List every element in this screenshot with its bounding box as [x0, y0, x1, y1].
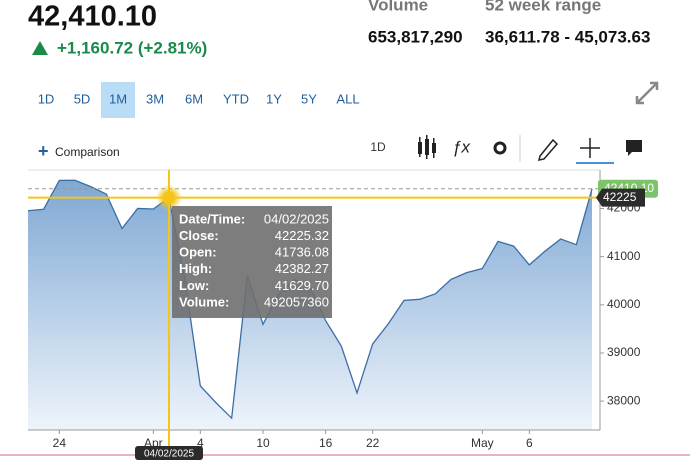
crosshair-date: 04/02/2025: [144, 449, 194, 460]
range-button[interactable]: 6M: [185, 91, 203, 106]
x-tick-label: 10: [256, 436, 270, 450]
tooltip-value: 42225.32: [275, 228, 329, 243]
tooltip-value: 492057360: [264, 294, 329, 309]
tooltip-label: Close:: [179, 228, 219, 243]
y-tick-label: 40000: [607, 297, 641, 311]
draw-icon[interactable]: [537, 138, 559, 161]
note-icon[interactable]: [626, 140, 642, 156]
range-button[interactable]: ALL: [336, 91, 359, 106]
price: 42,410.10: [28, 1, 157, 33]
volume: 653,817,290: [368, 27, 463, 46]
tooltip-label: High:: [179, 261, 212, 276]
tooltip-value: 41736.08: [275, 245, 329, 260]
y-tick-label: 38000: [607, 393, 641, 407]
y-tick-label: 39000: [607, 345, 641, 359]
tooltip-value: 42382.27: [275, 261, 329, 276]
fx-icon[interactable]: ƒx: [452, 137, 470, 156]
tooltip-label: Date/Time:: [179, 211, 245, 226]
tooltip-box: [172, 206, 332, 318]
y-tick-label: 41000: [607, 249, 641, 263]
settings-icon[interactable]: [493, 141, 507, 155]
crosshair-price-tag: [596, 188, 645, 207]
tooltip-label: Low:: [179, 278, 209, 293]
tooltip-label: Open:: [179, 245, 217, 260]
candle-icon[interactable]: [418, 135, 436, 159]
tooltip-value: 41629.70: [275, 278, 329, 293]
range: 36,611.78 - 45,073.63: [485, 27, 650, 46]
volume-label: Volume: [368, 0, 428, 14]
comparison[interactable]: Comparison: [55, 145, 120, 159]
up-arrow: [32, 41, 48, 55]
x-tick-label: May: [471, 436, 494, 450]
range-button[interactable]: 3M: [146, 91, 164, 106]
range-button[interactable]: 1M: [109, 91, 127, 106]
range-label: 52 week range: [485, 0, 601, 14]
active-underline: [576, 162, 614, 164]
crosshair-dot: [163, 191, 175, 204]
crosshair-icon[interactable]: [580, 138, 600, 158]
expand-icon[interactable]: [635, 81, 659, 105]
range-button[interactable]: 1Y: [266, 91, 282, 106]
range-active: [101, 82, 135, 118]
x-tick-label: 6: [526, 436, 533, 450]
plus: +: [38, 141, 49, 161]
x-tick-label: 22: [366, 436, 380, 450]
x-tick-label: 16: [319, 436, 333, 450]
x-tick-label: 24: [53, 436, 67, 450]
change: +1,160.72 (+2.81%): [57, 38, 207, 57]
interval[interactable]: 1D: [370, 140, 386, 154]
range-button[interactable]: 1D: [38, 91, 55, 106]
range-button[interactable]: YTD: [223, 91, 249, 106]
range-button[interactable]: 5Y: [301, 91, 317, 106]
crosshair-price: 42225: [603, 190, 637, 204]
x-tick-label: 4: [197, 436, 204, 450]
tooltip-value: 04/02/2025: [264, 211, 329, 226]
crosshair-date-tag: [135, 446, 203, 460]
tooltip-label: Volume:: [179, 294, 229, 309]
range-button[interactable]: 5D: [74, 91, 91, 106]
